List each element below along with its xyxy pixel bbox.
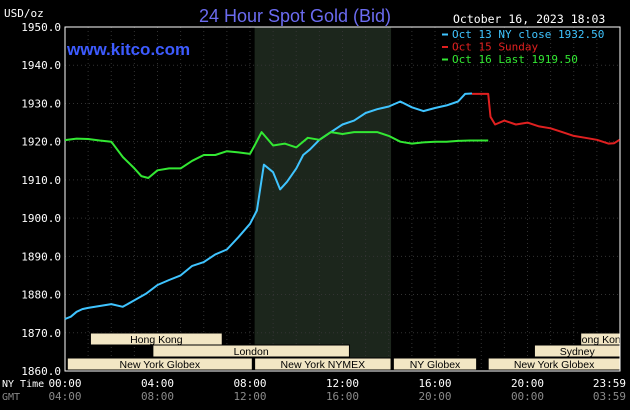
- y-tick-label: 1870.0: [21, 327, 61, 340]
- x-tick-label-gmt: 12:00: [233, 390, 266, 403]
- session-box-fill: [254, 357, 392, 371]
- legend-label: Oct 13 NY close 1932.50: [452, 28, 604, 41]
- session-label: Hong Kong: [130, 334, 183, 346]
- session-label: New York NYMEX: [281, 359, 366, 371]
- x-tick-label-ny: 12:00: [326, 377, 359, 390]
- x-tick-label-ny: 23:59: [593, 377, 626, 390]
- timestamp: October 16, 2023 18:03: [453, 12, 605, 26]
- session-box: Hong Kong: [89, 332, 223, 346]
- session-label: New York Globex: [514, 359, 595, 371]
- plot-frame: [64, 26, 621, 372]
- x-tick-label-ny: 00:00: [48, 377, 81, 390]
- x-tick-label-ny: 20:00: [511, 377, 544, 390]
- session-box: NY Globex: [392, 357, 478, 371]
- y-unit-label: USD/oz: [4, 7, 44, 20]
- x-axis-label-ny: NY Time: [2, 379, 44, 390]
- session-box: Hong Kong: [574, 332, 627, 346]
- x-tick-label-gmt: 16:00: [326, 390, 359, 403]
- session-label: NY Globex: [410, 359, 461, 371]
- y-tick-label: 1940.0: [21, 59, 61, 72]
- x-tick-label-gmt: 00:00: [511, 390, 544, 403]
- session-box-fill: [152, 344, 350, 358]
- session-box: Sydney: [533, 344, 621, 358]
- y-tick-label: 1900.0: [21, 212, 61, 225]
- x-tick-label-gmt: 08:00: [141, 390, 174, 403]
- session-box: New York Globex: [487, 357, 621, 371]
- x-tick-label-ny: 16:00: [418, 377, 451, 390]
- chart-title: 24 Hour Spot Gold (Bid): [199, 6, 391, 26]
- y-tick-label: 1890.0: [21, 250, 61, 263]
- session-label: New York Globex: [120, 359, 201, 371]
- legend-label: Oct 16 Last 1919.50: [452, 53, 578, 66]
- y-axis-ticks: 1950.0 1940.0 1930.0 1920.0 1910.0 1900.0 1890…: [21, 21, 61, 378]
- series-line: [64, 131, 489, 179]
- watermark-url: www.kitco.com: [66, 40, 190, 59]
- series-line: [64, 92, 473, 320]
- session-label: Sydney: [560, 346, 596, 358]
- x-tick-label-gmt: 20:00: [418, 390, 451, 403]
- x-tick-label-gmt: 04:00: [48, 390, 81, 403]
- session-box-fill: [392, 357, 478, 371]
- y-tick-label: 1860.0: [21, 365, 61, 378]
- y-tick-label: 1930.0: [21, 97, 61, 110]
- session-box: New York NYMEX: [254, 357, 392, 371]
- y-tick-label: 1920.0: [21, 136, 61, 149]
- session-box: London: [152, 344, 350, 358]
- x-axis-label-gmt: GMT: [2, 392, 20, 403]
- session-label: London: [234, 346, 269, 358]
- series-line: [472, 92, 621, 145]
- x-tick-label-ny: 08:00: [233, 377, 266, 390]
- x-tick-label-ny: 04:00: [141, 377, 174, 390]
- gridlines: [65, 26, 620, 372]
- y-tick-label: 1950.0: [21, 21, 61, 34]
- session-box: New York Globex: [66, 357, 253, 371]
- y-tick-label: 1880.0: [21, 289, 61, 302]
- legend-label: Oct 15 Sunday: [452, 41, 538, 54]
- session-box-fill: [66, 357, 253, 371]
- nymex-shaded-region: [254, 27, 392, 371]
- series-lines: [64, 92, 621, 320]
- x-tick-label-gmt: 03:59: [593, 390, 626, 403]
- x-axis-ticks: 00:0004:0004:0008:0008:0012:0012:0016:00…: [48, 377, 626, 403]
- session-label: Hong Kong: [574, 334, 627, 346]
- y-tick-label: 1910.0: [21, 174, 61, 187]
